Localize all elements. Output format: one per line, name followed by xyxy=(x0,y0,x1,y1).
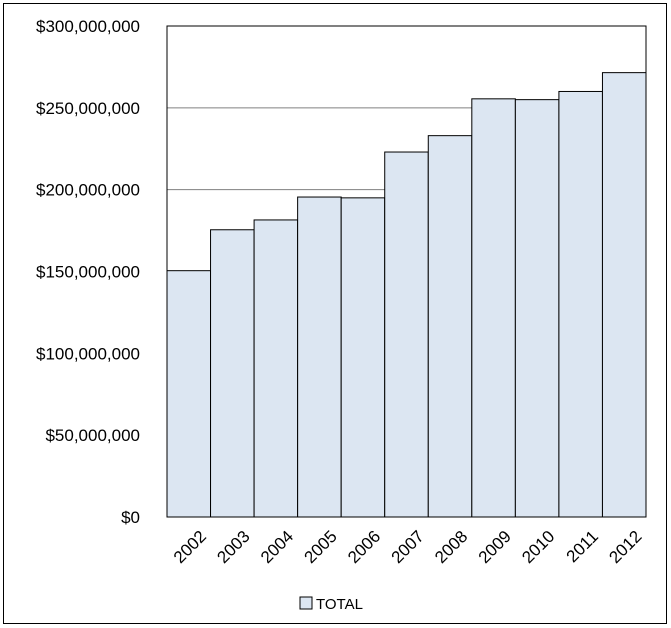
legend-label: TOTAL xyxy=(316,596,363,613)
x-tick-label: 2010 xyxy=(518,527,558,567)
bars xyxy=(166,72,647,518)
bar-2007 xyxy=(384,151,429,518)
y-tick-label: $100,000,000 xyxy=(36,344,140,363)
x-tick-label: 2009 xyxy=(475,527,515,567)
legend: TOTAL xyxy=(299,596,363,613)
x-axis-tick-labels: 2002 2003 2004 2005 2006 2007 2008 2009 2010 2011… xyxy=(170,527,646,567)
y-tick-label: $300,000,000 xyxy=(36,17,140,36)
x-tick-label: 2002 xyxy=(170,527,210,567)
x-tick-label: 2007 xyxy=(388,527,428,567)
y-tick-label: $250,000,000 xyxy=(36,99,140,118)
bar-2003 xyxy=(210,229,255,518)
y-tick-label: $0 xyxy=(121,508,140,527)
bar-2009 xyxy=(471,98,516,518)
bar-2011 xyxy=(558,90,603,518)
x-tick-label: 2011 xyxy=(563,527,602,566)
bar-2005 xyxy=(297,196,342,518)
y-tick-label: $200,000,000 xyxy=(36,181,140,200)
bar-2010 xyxy=(514,99,560,518)
x-tick-label: 2012 xyxy=(605,527,645,567)
bar-2006 xyxy=(340,197,386,518)
x-tick-label: 2005 xyxy=(301,527,341,567)
y-tick-label: $150,000,000 xyxy=(36,263,140,282)
plot-area-border xyxy=(166,25,647,518)
x-tick-label: 2004 xyxy=(257,527,297,567)
bar-2008 xyxy=(427,135,473,518)
x-tick-label: 2003 xyxy=(213,527,253,567)
x-tick-label: 2006 xyxy=(344,527,384,567)
bar-2004 xyxy=(253,219,299,518)
x-tick-label: 2008 xyxy=(431,527,471,567)
bar-2002 xyxy=(166,270,212,518)
y-axis-tick-labels: $0 $50,000,000 $100,000,000 $150,000,000 $20… xyxy=(36,17,140,527)
bar-2012 xyxy=(601,72,647,518)
legend-swatch xyxy=(299,596,313,610)
y-tick-label: $50,000,000 xyxy=(45,426,140,445)
